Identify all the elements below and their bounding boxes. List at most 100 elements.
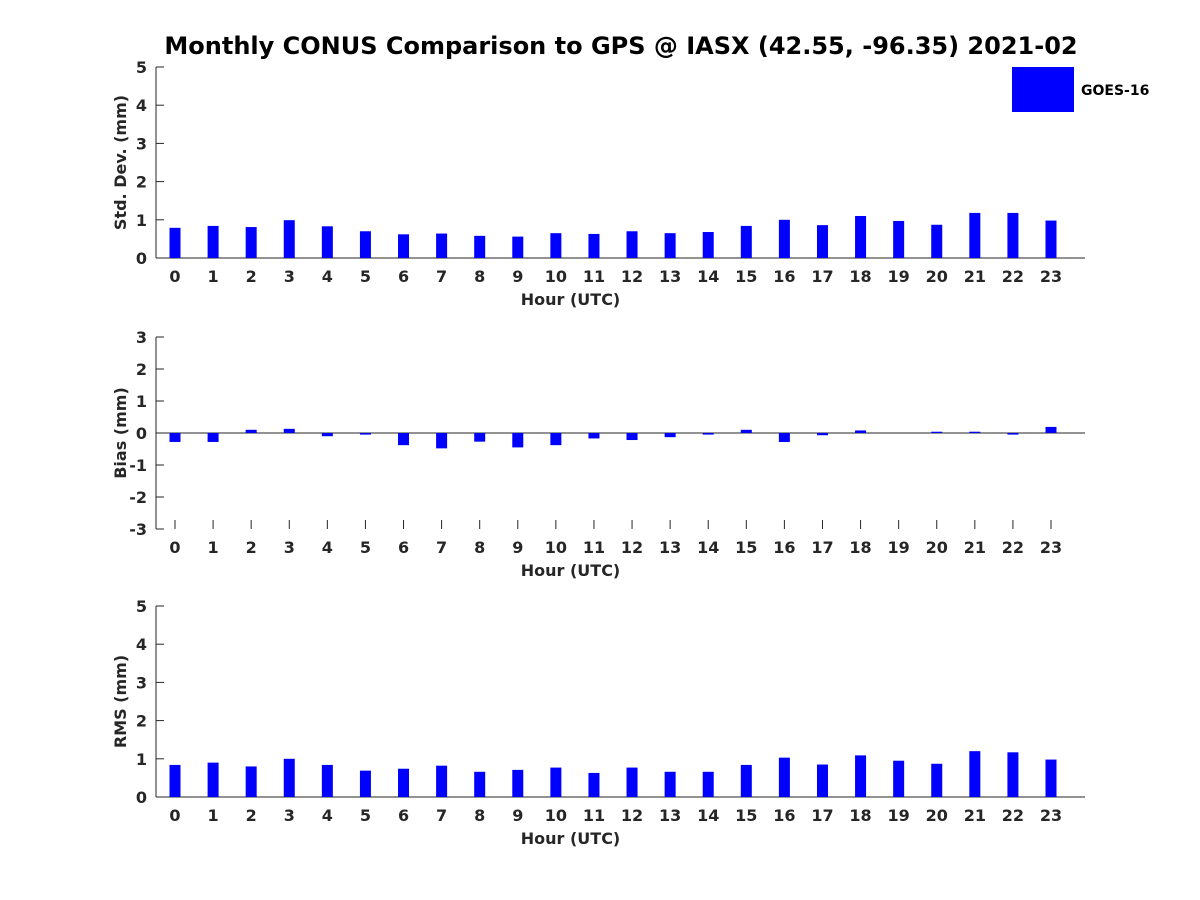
std-dev-bar-hour-15 xyxy=(740,225,752,258)
rms-y-tick-label: 3 xyxy=(136,673,147,692)
bias-bar-hour-3 xyxy=(283,428,295,433)
bias-bar-hour-12 xyxy=(626,433,638,441)
rms-bar-hour-13 xyxy=(664,771,676,797)
bias-bar-hour-1 xyxy=(207,433,219,442)
std-dev-x-tick-label: 2 xyxy=(246,267,257,286)
std-dev-x-tick-label: 17 xyxy=(811,267,833,286)
legend-swatch-goes-16 xyxy=(1012,67,1074,112)
std-dev-bar-hour-0 xyxy=(169,227,181,258)
rms-bar-hour-14 xyxy=(702,771,714,797)
rms-x-tick-label: 10 xyxy=(545,806,567,825)
bias-bar-hour-10 xyxy=(550,433,562,446)
rms-y-tick-label: 5 xyxy=(136,597,147,616)
std-dev-bar-hour-23 xyxy=(1045,220,1057,258)
bias-x-tick-label: 14 xyxy=(697,538,719,557)
std-dev-x-tick-label: 1 xyxy=(208,267,219,286)
bias-bar-hour-13 xyxy=(664,433,676,438)
std-dev-bar-hour-20 xyxy=(931,224,943,258)
std-dev-bar-hour-1 xyxy=(207,225,219,258)
std-dev-x-tick-label: 0 xyxy=(169,267,180,286)
rms-x-tick-label: 18 xyxy=(849,806,871,825)
std-dev-x-tick-label: 5 xyxy=(360,267,371,286)
rms-x-tick-label: 17 xyxy=(811,806,833,825)
bias-y-tick-label: 0 xyxy=(136,424,147,443)
std-dev-x-tick-label: 14 xyxy=(697,267,719,286)
rms-x-tick-label: 0 xyxy=(169,806,180,825)
bias-bar-hour-11 xyxy=(588,433,600,439)
std-dev-x-tick-label: 9 xyxy=(512,267,523,286)
std-dev-x-tick-label: 13 xyxy=(659,267,681,286)
std-dev-bar-hour-9 xyxy=(512,236,524,258)
bias-x-tick-label: 21 xyxy=(964,538,986,557)
bias-bar-hour-21 xyxy=(969,431,981,433)
bias-bar-hour-4 xyxy=(321,433,333,437)
bias-bar-hour-22 xyxy=(1007,433,1019,435)
rms-x-tick-label: 3 xyxy=(284,806,295,825)
bias-bar-hour-5 xyxy=(359,433,371,435)
std-dev-bar-hour-8 xyxy=(474,235,486,258)
rms-x-tick-label: 21 xyxy=(964,806,986,825)
std-dev-bar-hour-14 xyxy=(702,232,714,258)
rms-bar-hour-17 xyxy=(816,764,828,797)
rms-bar-hour-18 xyxy=(855,755,867,797)
std-dev-bar-hour-12 xyxy=(626,231,638,258)
rms-bar-hour-21 xyxy=(969,751,981,797)
bias-x-tick-label: 3 xyxy=(284,538,295,557)
std-dev-x-tick-label: 3 xyxy=(284,267,295,286)
legend: GOES-16 xyxy=(1012,67,1149,112)
std-dev-x-tick-label: 21 xyxy=(964,267,986,286)
bias-x-tick-label: 19 xyxy=(888,538,910,557)
bias-x-tick-label: 8 xyxy=(474,538,485,557)
std-dev-bar-hour-11 xyxy=(588,233,600,258)
bias-bar-hour-16 xyxy=(778,433,790,442)
bias-y-tick-label: 3 xyxy=(136,328,147,347)
std-dev-x-tick-label: 7 xyxy=(436,267,447,286)
rms-y-tick-label: 2 xyxy=(136,712,147,731)
bias-x-tick-label: 17 xyxy=(811,538,833,557)
bias-x-tick-label: 1 xyxy=(208,538,219,557)
bias-x-tick-label: 10 xyxy=(545,538,567,557)
std-dev-bar-hour-17 xyxy=(816,225,828,258)
bias-x-tick-label: 18 xyxy=(849,538,871,557)
rms-x-axis-label: Hour (UTC) xyxy=(521,829,621,848)
rms-bar-hour-22 xyxy=(1007,752,1019,797)
bias-x-tick-label: 20 xyxy=(926,538,948,557)
bias-bar-hour-15 xyxy=(740,429,752,433)
bias-x-tick-label: 2 xyxy=(246,538,257,557)
std-dev-y-tick-label: 1 xyxy=(136,211,147,230)
std-dev-x-tick-label: 16 xyxy=(773,267,795,286)
bias-bar-hour-20 xyxy=(931,431,943,433)
bias-x-tick-label: 22 xyxy=(1002,538,1024,557)
std-dev-x-tick-label: 18 xyxy=(849,267,871,286)
std-dev-x-tick-label: 23 xyxy=(1040,267,1062,286)
rms-x-tick-label: 7 xyxy=(436,806,447,825)
rms-x-tick-label: 1 xyxy=(208,806,219,825)
rms-bar-hour-10 xyxy=(550,767,562,797)
bias-x-tick-label: 9 xyxy=(512,538,523,557)
std-dev-bar-hour-13 xyxy=(664,233,676,258)
bias-bar-hour-2 xyxy=(245,429,257,433)
bias-x-tick-label: 6 xyxy=(398,538,409,557)
rms-x-tick-label: 8 xyxy=(474,806,485,825)
std-dev-y-tick-label: 0 xyxy=(136,249,147,268)
std-dev-x-tick-label: 11 xyxy=(583,267,605,286)
rms-bar-hour-11 xyxy=(588,772,600,797)
bias-x-tick-label: 12 xyxy=(621,538,643,557)
std-dev-x-tick-label: 6 xyxy=(398,267,409,286)
std-dev-x-tick-label: 12 xyxy=(621,267,643,286)
bias-x-axis-label: Hour (UTC) xyxy=(521,561,621,580)
std-dev-y-tick-label: 2 xyxy=(136,173,147,192)
rms-y-axis-label: RMS (mm) xyxy=(111,655,130,748)
std-dev-y-tick-label: 3 xyxy=(136,134,147,153)
std-dev-x-tick-label: 10 xyxy=(545,267,567,286)
bias-bar-hour-23 xyxy=(1045,426,1057,433)
bias-bar-hour-0 xyxy=(169,433,181,442)
bias-y-axis-label: Bias (mm) xyxy=(111,387,130,479)
rms-y-tick-label: 1 xyxy=(136,750,147,769)
std-dev-x-tick-label: 4 xyxy=(322,267,333,286)
rms-x-tick-label: 13 xyxy=(659,806,681,825)
rms-x-tick-label: 22 xyxy=(1002,806,1024,825)
bias-x-tick-label: 11 xyxy=(583,538,605,557)
std-dev-x-tick-label: 20 xyxy=(926,267,948,286)
